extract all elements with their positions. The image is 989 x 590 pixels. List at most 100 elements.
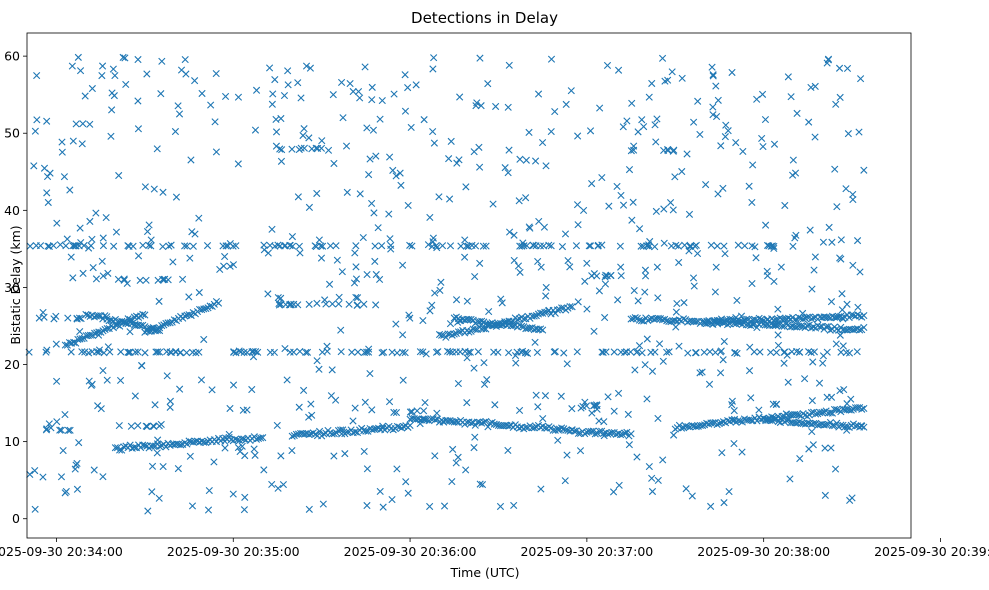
band-point [328,300,336,308]
band-point [446,242,455,250]
track-point [189,308,197,317]
band-point [322,300,330,308]
scatter-point [725,487,733,496]
scatter-point [522,194,530,202]
scatter-point [523,349,532,357]
band-point [49,241,58,250]
scatter-point [856,268,864,276]
scatter-point [542,162,550,170]
scatter-point [433,244,441,252]
band-point [274,241,282,249]
track-point [860,404,868,413]
track-point [541,424,549,432]
band-point [582,402,591,410]
track-point [654,314,662,322]
track-point [101,325,109,334]
scatter-point [352,293,360,302]
scatter-point [103,313,111,321]
scatter-point [581,398,589,406]
track-point [627,315,635,323]
band-point [432,348,441,356]
track-point [231,435,239,443]
scatter-point [66,186,74,194]
band-point [789,242,797,250]
band-point [707,241,715,249]
scatter-point [648,367,657,375]
track-point [446,417,454,425]
scatter-point [359,233,367,242]
scatter-point [97,405,105,413]
band-point [770,242,778,251]
scatter-point [436,286,444,294]
scatter-point [799,309,807,317]
band-point [617,272,625,280]
x-tick-label: 2025-09-30 20:35:00 [167,544,300,559]
scatter-point [484,80,492,88]
scatter-point [440,502,449,510]
scatter-point [79,269,87,277]
track-point [570,427,578,435]
track-point [747,317,755,325]
scatter-point [186,254,194,262]
scatter-point [645,462,653,471]
scatter-point [660,205,668,213]
scatter-point [159,463,167,471]
scatter-point [281,344,289,353]
track-point [130,443,138,451]
scatter-point [341,450,349,458]
scatter-point [188,502,197,510]
scatter-point [121,54,129,62]
y-tick-label: 30 [4,280,20,295]
band-point [371,242,379,250]
band-point [560,349,568,357]
track-point [438,331,446,339]
band-point [275,301,284,309]
scatter-point [579,206,588,215]
track-point [91,329,99,337]
scatter-point [90,466,98,474]
track-point [139,441,147,449]
scatter-point [531,338,539,346]
scatter-point [671,173,679,181]
scatter-point [339,114,347,122]
scatter-point [857,421,865,430]
scatter-point [94,331,103,339]
track-point [715,419,723,428]
scatter-point [728,68,736,77]
track-point [522,423,530,432]
band-point [741,242,749,250]
scatter-point [696,130,704,139]
scatter-point [226,404,234,413]
scatter-point [58,138,66,146]
scatter-point [284,67,292,75]
scatter-point [86,120,94,128]
band-point [651,348,659,356]
scatter-point [746,343,754,351]
track-point [853,404,862,412]
track-point [551,426,559,434]
track-point [728,416,736,424]
scatter-point [630,286,638,295]
band-point [720,242,728,250]
track-point [198,306,206,314]
track-point [587,427,595,436]
track-point [591,430,599,438]
band-point [127,422,135,430]
scatter-point [318,137,326,145]
track-point [726,315,734,323]
band-point [772,348,781,357]
track-point [252,435,261,443]
band-point [522,348,530,357]
track-point [833,419,841,427]
track-point [566,302,574,311]
band-point [62,242,70,250]
track-point [233,436,242,444]
scatter-point [134,125,143,133]
scatter-point [368,199,376,208]
scatter-point [476,480,484,488]
scatter-point [719,356,727,364]
scatter-point [313,189,321,198]
scatter-point [456,93,464,101]
track-point [847,311,855,319]
scatter-point [342,142,351,150]
